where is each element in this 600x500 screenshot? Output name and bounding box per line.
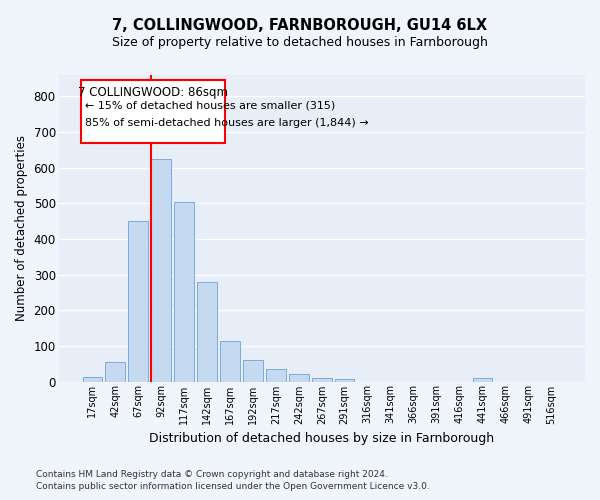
Bar (128, 221, 148, 382)
Text: Contains HM Land Registry data © Crown copyright and database right 2024.: Contains HM Land Registry data © Crown c… (36, 470, 388, 479)
Text: ← 15% of detached houses are smaller (315): ← 15% of detached houses are smaller (31… (85, 100, 335, 110)
Bar (197, 282, 217, 382)
Bar (106, 362, 125, 382)
Bar (243, 360, 263, 382)
Bar (312, 378, 332, 382)
Text: Contains public sector information licensed under the Open Government Licence v3: Contains public sector information licen… (36, 482, 430, 491)
Text: Size of property relative to detached houses in Farnborough: Size of property relative to detached ho… (112, 36, 488, 49)
Bar (220, 340, 240, 382)
Bar (266, 369, 286, 382)
Bar (151, 159, 171, 382)
Y-axis label: Number of detached properties: Number of detached properties (15, 136, 28, 322)
X-axis label: Distribution of detached houses by size in Farnborough: Distribution of detached houses by size … (149, 432, 494, 445)
FancyBboxPatch shape (81, 80, 226, 142)
Bar (289, 374, 308, 382)
Bar (175, 202, 194, 382)
Text: 7 COLLINGWOOD: 86sqm: 7 COLLINGWOOD: 86sqm (79, 86, 229, 98)
Bar (83, 377, 102, 382)
Bar (335, 379, 355, 382)
Text: 7, COLLINGWOOD, FARNBOROUGH, GU14 6LX: 7, COLLINGWOOD, FARNBOROUGH, GU14 6LX (112, 18, 488, 32)
Text: 85% of semi-detached houses are larger (1,844) →: 85% of semi-detached houses are larger (… (85, 118, 368, 128)
Bar (473, 378, 492, 382)
